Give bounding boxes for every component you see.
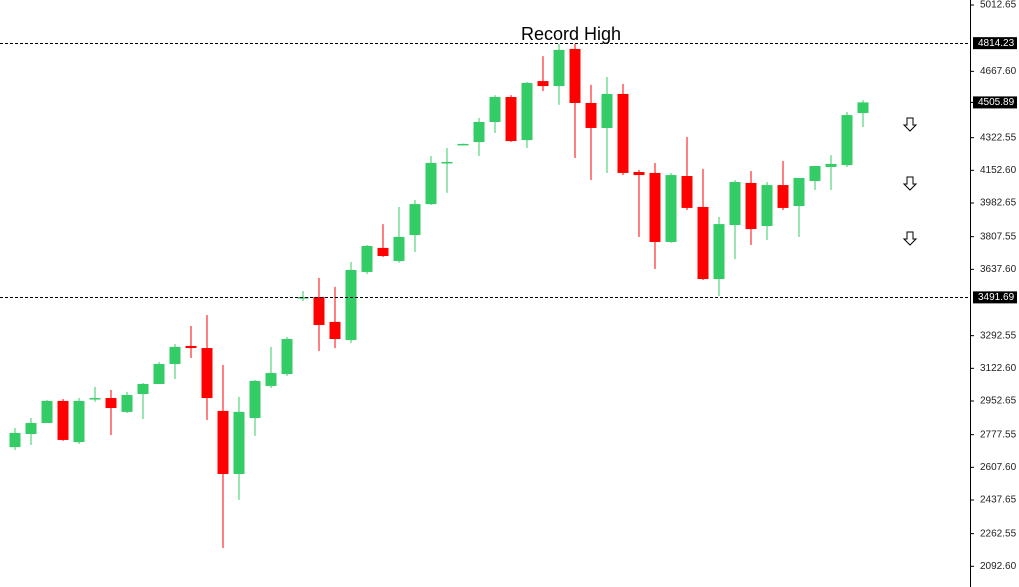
price-tag-box (973, 291, 1017, 304)
candle-body (585, 102, 597, 128)
y-tick-label: 4152.60 (980, 165, 1017, 176)
y-tick-label: 2952.65 (980, 396, 1017, 407)
y-tick-label: 3982.65 (980, 198, 1017, 209)
candle-body (361, 245, 373, 272)
candle-body (265, 373, 277, 386)
candle-body (457, 143, 469, 146)
candle-body (105, 398, 117, 409)
candle-body (489, 97, 501, 123)
y-tick-label: 2777.55 (980, 429, 1017, 440)
candle-body (233, 411, 245, 474)
candle-body (153, 364, 165, 385)
y-tick-label: 4667.60 (980, 66, 1017, 77)
candle-body (553, 49, 565, 87)
price-tag-box (973, 37, 1017, 50)
candle-body (697, 206, 709, 280)
candle-body (41, 400, 53, 424)
candle-body (537, 81, 549, 87)
candle-body (857, 102, 869, 113)
y-tick-label: 2262.55 (980, 528, 1017, 539)
price-tag: 4814.23 (978, 38, 1015, 49)
candle-body (25, 423, 37, 434)
candle-body (249, 380, 261, 419)
candle-body (793, 177, 805, 207)
candle-body (649, 172, 661, 242)
candle-body (569, 48, 581, 103)
y-tick-label: 5012.65 (980, 0, 1017, 11)
candle-body (665, 175, 677, 242)
annotation: Record High (521, 24, 621, 44)
y-tick-label: 2437.65 (980, 495, 1017, 506)
candle-body (841, 115, 853, 166)
candle-body (217, 410, 229, 474)
candle-body (633, 171, 645, 176)
price-tag-box (973, 96, 1017, 109)
candle-body (73, 400, 85, 443)
y-tick-label: 2607.60 (980, 462, 1017, 473)
candle-body (441, 161, 453, 164)
y-tick-label: 3292.55 (980, 330, 1017, 341)
price-tag: 4505.89 (978, 97, 1015, 108)
candle-body (137, 384, 149, 395)
candle-body (185, 345, 197, 349)
y-tick-label: 3637.60 (980, 264, 1017, 275)
candle-body (825, 163, 837, 167)
candle-body (89, 398, 101, 400)
candle-body (681, 176, 693, 208)
candle-body (377, 247, 389, 256)
candle-body (521, 82, 533, 141)
y-tick-label: 3807.55 (980, 231, 1017, 242)
candle-body (201, 348, 213, 399)
down-arrow (902, 231, 918, 246)
candle-body (57, 400, 69, 440)
y-tick-label: 2092.60 (980, 561, 1017, 572)
candle-body (345, 270, 357, 340)
candle-body (409, 204, 421, 236)
down-arrows (902, 117, 918, 246)
y-tick-label: 3122.60 (980, 363, 1017, 374)
candle-body (809, 166, 821, 182)
price-tag: 3491.69 (978, 292, 1015, 303)
candle-body (777, 185, 789, 208)
candle-body (617, 93, 629, 173)
candle-body (393, 236, 405, 261)
candle-body (425, 162, 437, 205)
candle-body (713, 224, 725, 280)
candle-body (329, 321, 341, 340)
candle-body (745, 182, 757, 230)
candle-body (729, 181, 741, 226)
candle-body (9, 433, 21, 448)
candle-body (473, 122, 485, 142)
down-arrow (902, 117, 918, 132)
candle-body (601, 93, 613, 128)
y-tick-label: 4322.55 (980, 132, 1017, 143)
candle-body (281, 339, 293, 375)
down-arrow (902, 176, 918, 191)
candle-body (169, 346, 181, 365)
candle-body (121, 394, 133, 412)
candle-body (313, 296, 325, 325)
candle-body (505, 97, 517, 142)
candle-body (761, 185, 773, 226)
